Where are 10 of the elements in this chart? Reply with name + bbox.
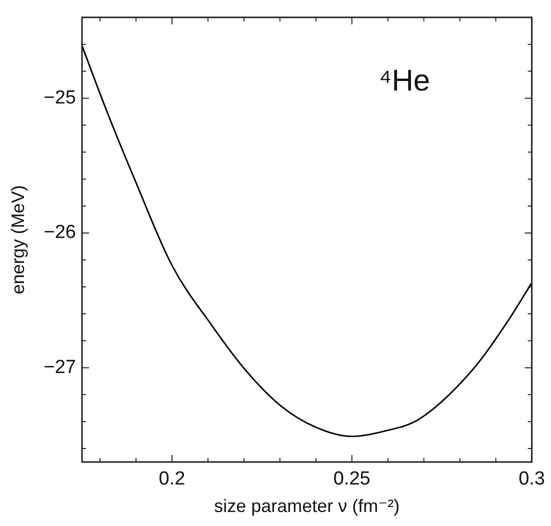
line-series (82, 44, 532, 438)
y-axis-title: energy (MeV) (8, 185, 28, 294)
y-tick-label: −27 (44, 356, 76, 378)
annotation: ⁴He (378, 64, 430, 98)
x-axis-title: size parameter ν (fm⁻²) (214, 496, 400, 516)
x-tick-label: 0.3 (518, 468, 546, 490)
y-tick-label: −25 (44, 87, 76, 108)
x-tick-label: 0.25 (333, 468, 370, 490)
y-tick-label: −26 (44, 222, 76, 244)
x-tick-label: 0.2 (158, 468, 186, 490)
